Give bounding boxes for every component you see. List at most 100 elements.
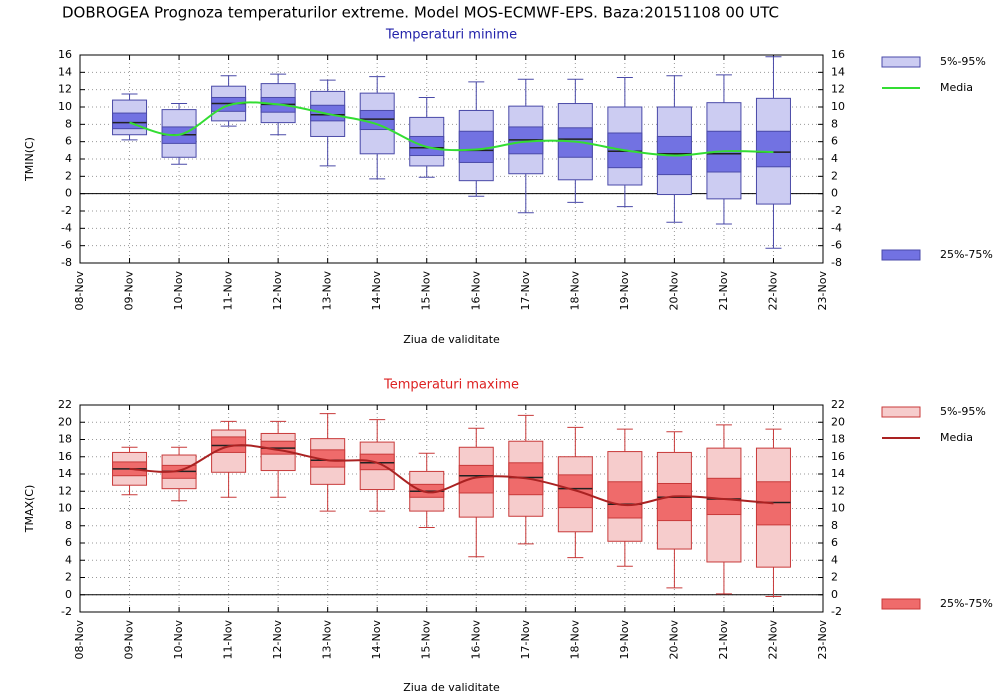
box-iqr [607, 481, 643, 519]
x-tick-label: 12-Nov [271, 620, 284, 660]
box-iqr [359, 109, 395, 131]
y-tick-label-right: 8 [831, 117, 838, 130]
y-tick-label-right: -2 [831, 605, 842, 618]
legend-label: 25%-75% [940, 248, 993, 261]
y-tick-label-right: 10 [831, 100, 845, 113]
y-tick-label-right: 16 [831, 48, 845, 61]
box-iqr [310, 449, 346, 468]
x-tick-label: 08-Nov [73, 271, 86, 311]
x-tick-label: 19-Nov [618, 271, 631, 311]
y-tick-label: -2 [61, 605, 72, 618]
mean-line [129, 101, 774, 157]
y-tick-label: 2 [65, 169, 72, 182]
y-tick-label: -8 [61, 256, 72, 269]
y-tick-label: 10 [58, 502, 72, 515]
legend-label: Media [940, 431, 973, 444]
y-tick-label-right: 10 [831, 502, 845, 515]
legend-label: 5%-95% [940, 405, 986, 418]
y-tick-label-right: 16 [831, 450, 845, 463]
y-tick-label: 20 [58, 415, 72, 428]
x-tick-label: 11-Nov [222, 620, 235, 660]
y-tick-label: 6 [65, 135, 72, 148]
y-tick-label: 10 [58, 100, 72, 113]
x-axis-label: Ziua de validitate [403, 333, 500, 346]
legend-swatch [881, 598, 921, 610]
y-tick-label-right: 4 [831, 553, 838, 566]
x-tick-label: 11-Nov [222, 271, 235, 311]
box-iqr [458, 130, 494, 163]
y-tick-label: 14 [58, 467, 72, 480]
x-tick-label: 19-Nov [618, 620, 631, 660]
y-tick-label: -6 [61, 239, 72, 252]
x-tick-label: 18-Nov [568, 271, 581, 311]
x-tick-label: 10-Nov [172, 620, 185, 660]
x-tick-label: 18-Nov [568, 620, 581, 660]
x-tick-label: 08-Nov [73, 620, 86, 660]
y-tick-label-right: 12 [831, 484, 845, 497]
y-tick-label-right: 2 [831, 169, 838, 182]
y-tick-label: 16 [58, 48, 72, 61]
x-axis-label: Ziua de validitate [403, 681, 500, 694]
y-tick-label-right: 6 [831, 536, 838, 549]
y-tick-label: 16 [58, 450, 72, 463]
y-tick-label-right: 4 [831, 152, 838, 165]
plot-frame [79, 54, 824, 264]
legend-swatch [881, 249, 921, 261]
y-tick-label: 2 [65, 571, 72, 584]
legend-label: 5%-95% [940, 55, 986, 68]
y-tick-label-right: -8 [831, 256, 842, 269]
box-iqr [656, 482, 692, 522]
x-tick-label: 14-Nov [370, 271, 383, 311]
x-tick-label: 22-Nov [766, 620, 779, 660]
x-tick-label: 16-Nov [469, 271, 482, 311]
x-tick-label: 09-Nov [123, 271, 136, 311]
x-tick-label: 17-Nov [519, 271, 532, 311]
y-tick-label: 8 [65, 117, 72, 130]
x-tick-label: 09-Nov [123, 620, 136, 660]
y-tick-label: 0 [65, 588, 72, 601]
y-tick-label-right: -2 [831, 204, 842, 217]
y-tick-label-right: 0 [831, 588, 838, 601]
legend-label: 25%-75% [940, 597, 993, 610]
y-tick-label: -2 [61, 204, 72, 217]
plot-frame [79, 404, 824, 613]
mean-line [129, 444, 774, 507]
y-tick-label-right: 14 [831, 467, 845, 480]
y-tick-label: 12 [58, 83, 72, 96]
y-tick-label-right: -6 [831, 239, 842, 252]
y-tick-label-right: 12 [831, 83, 845, 96]
y-tick-label-right: -4 [831, 221, 842, 234]
y-axis-label: TMAX(C) [23, 485, 36, 534]
main-title: DOBROGEA Prognoza temperaturilor extreme… [62, 4, 779, 22]
x-tick-label: 10-Nov [172, 271, 185, 311]
x-tick-label: 21-Nov [717, 271, 730, 311]
x-tick-label: 20-Nov [667, 271, 680, 311]
y-tick-label-right: 0 [831, 187, 838, 200]
x-tick-label: 15-Nov [420, 620, 433, 660]
y-tick-label: 14 [58, 65, 72, 78]
box-iqr [755, 130, 791, 168]
x-tick-label: 23-Nov [816, 620, 829, 660]
subplot-title: Temperaturi maxime [383, 378, 519, 393]
y-tick-label: 4 [65, 152, 72, 165]
x-tick-label: 23-Nov [816, 271, 829, 311]
y-tick-label-right: 6 [831, 135, 838, 148]
y-tick-label-right: 22 [831, 398, 845, 411]
x-tick-label: 14-Nov [370, 620, 383, 660]
y-tick-label-right: 8 [831, 519, 838, 532]
x-tick-label: 13-Nov [321, 271, 334, 311]
x-tick-label: 22-Nov [766, 271, 779, 311]
y-tick-label: 4 [65, 553, 72, 566]
x-tick-label: 17-Nov [519, 620, 532, 660]
x-tick-label: 13-Nov [321, 620, 334, 660]
x-tick-label: 21-Nov [717, 620, 730, 660]
x-tick-label: 15-Nov [420, 271, 433, 311]
y-tick-label-right: 14 [831, 65, 845, 78]
y-tick-label: 6 [65, 536, 72, 549]
y-tick-label: 8 [65, 519, 72, 532]
box-iqr [458, 464, 494, 494]
y-tick-label: 22 [58, 398, 72, 411]
y-tick-label-right: 18 [831, 433, 845, 446]
x-tick-label: 20-Nov [667, 620, 680, 660]
